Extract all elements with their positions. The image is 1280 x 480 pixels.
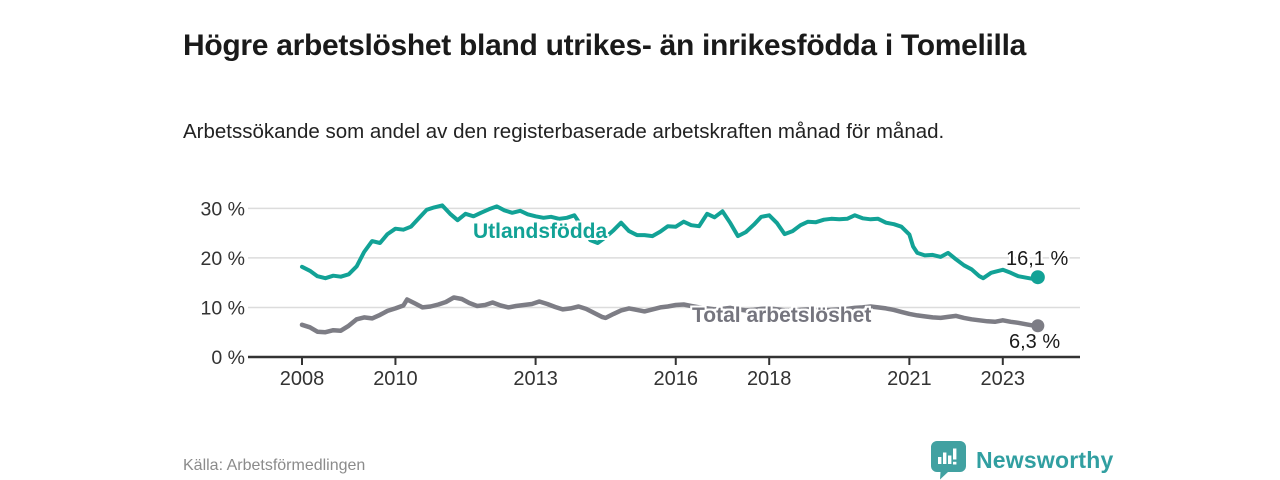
end-value-label-utlandsfodda: 16,1 % bbox=[1006, 248, 1069, 270]
chart-subtitle: Arbetssökande som andel av den registerb… bbox=[183, 119, 945, 143]
series-end-dot-1 bbox=[1031, 319, 1045, 333]
x-tick-label: 2008 bbox=[280, 368, 325, 390]
series-line-1 bbox=[299, 295, 1041, 335]
x-tick-label: 2018 bbox=[747, 368, 792, 390]
x-tick-label: 2013 bbox=[513, 368, 558, 390]
x-tick-label: 2021 bbox=[887, 368, 932, 390]
series-label-total-arbetsloshet: Total arbetslöshet bbox=[692, 304, 872, 327]
chart-title: Högre arbetslöshet bland utrikes- än inr… bbox=[183, 29, 1026, 63]
y-tick-label: 10 % bbox=[201, 297, 245, 319]
source-note: Källa: Arbetsförmedlingen bbox=[183, 457, 366, 474]
newsworthy-logo[interactable]: Newsworthy bbox=[929, 441, 1114, 480]
series-end-dot-0 bbox=[1030, 270, 1045, 285]
newsworthy-wordmark: Newsworthy bbox=[976, 446, 1114, 473]
y-tick-label: 20 % bbox=[201, 248, 245, 270]
x-tick-label: 2023 bbox=[981, 368, 1026, 390]
series-line-0 bbox=[300, 203, 1040, 281]
y-tick-label: 0 % bbox=[211, 347, 245, 369]
x-tick-label: 2010 bbox=[373, 368, 418, 390]
newsworthy-logo-icon bbox=[931, 441, 966, 480]
end-value-label-total: 6,3 % bbox=[1009, 331, 1061, 353]
y-tick-label: 30 % bbox=[201, 198, 245, 220]
x-tick-label: 2016 bbox=[654, 368, 699, 390]
series-label-utlandsfodda: Utlandsfödda bbox=[473, 220, 608, 243]
